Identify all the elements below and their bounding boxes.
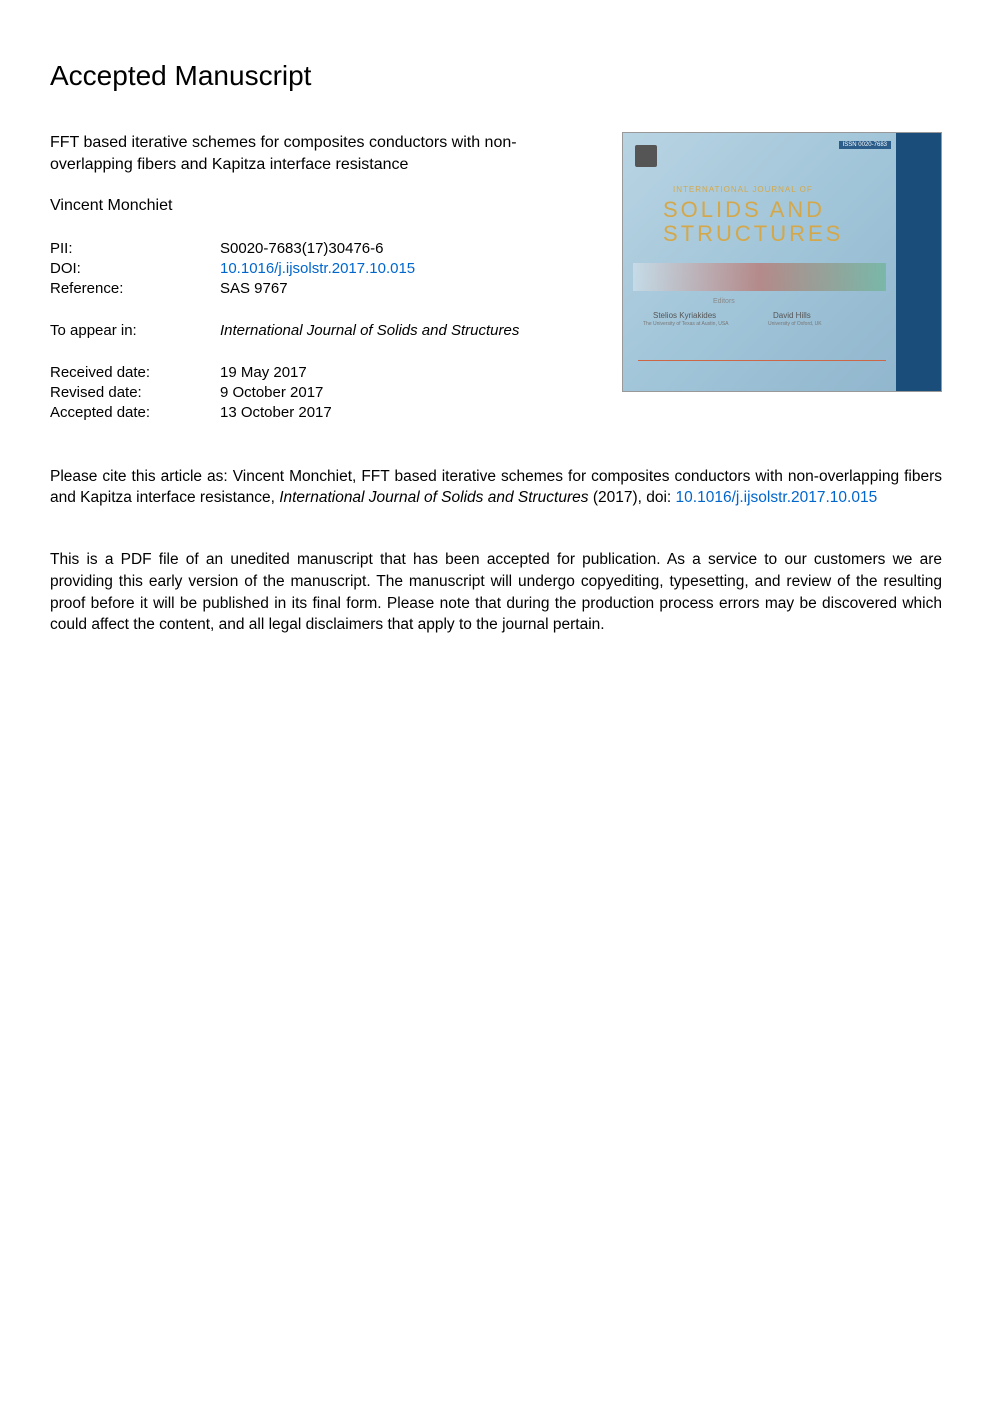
cover-issn: ISSN 0020-7683 (839, 141, 891, 149)
cover-divider (638, 360, 886, 361)
received-value: 19 May 2017 (220, 364, 592, 381)
citation-paragraph: Please cite this article as: Vincent Mon… (50, 466, 942, 509)
citation-doi-link[interactable]: 10.1016/j.ijsolstr.2017.10.015 (676, 489, 878, 506)
authors: Vincent Monchiet (50, 197, 592, 215)
cover-subtitle: INTERNATIONAL JOURNAL OF (673, 185, 813, 194)
cover-editor1-affiliation: The University of Texas at Austin, USA (643, 321, 729, 327)
cover-editors-label: Editors (713, 298, 735, 305)
reference-value: SAS 9767 (220, 280, 592, 297)
journal-cover: ISSN 0020-7683 INTERNATIONAL JOURNAL OF … (622, 132, 942, 392)
cover-title-line2: STRUCTURES (663, 221, 843, 247)
cover-sidebar (896, 133, 941, 391)
received-row: Received date: 19 May 2017 (50, 364, 592, 381)
accepted-value: 13 October 2017 (220, 404, 592, 421)
top-section: FFT based iterative schemes for composit… (50, 132, 942, 446)
disclaimer-paragraph: This is a PDF file of an unedited manusc… (50, 549, 942, 636)
citation-year: (2017), doi: (589, 489, 676, 506)
cover-graphic-band (633, 263, 886, 291)
section-heading: Accepted Manuscript (50, 60, 942, 92)
reference-label: Reference: (50, 280, 220, 297)
revised-value: 9 October 2017 (220, 384, 592, 401)
revised-row: Revised date: 9 October 2017 (50, 384, 592, 401)
appear-label: To appear in: (50, 322, 220, 339)
doi-label: DOI: (50, 260, 220, 277)
cover-editor2-name: David Hills (773, 311, 811, 320)
received-label: Received date: (50, 364, 220, 381)
dates-block: Received date: 19 May 2017 Revised date:… (50, 364, 592, 421)
cover-editor2-affiliation: University of Oxford, UK (768, 321, 822, 327)
reference-row: Reference: SAS 9767 (50, 280, 592, 297)
cover-editor1-name: Stelios Kyriakides (653, 311, 716, 320)
metadata-column: FFT based iterative schemes for composit… (50, 132, 592, 446)
revised-label: Revised date: (50, 384, 220, 401)
doi-link[interactable]: 10.1016/j.ijsolstr.2017.10.015 (220, 260, 592, 277)
article-title: FFT based iterative schemes for composit… (50, 132, 592, 177)
appear-journal: International Journal of Solids and Stru… (220, 322, 519, 339)
cover-title-line1: SOLIDS AND (663, 197, 825, 223)
cover-column: ISSN 0020-7683 INTERNATIONAL JOURNAL OF … (622, 132, 942, 446)
accepted-row: Accepted date: 13 October 2017 (50, 404, 592, 421)
appear-in-row: To appear in: International Journal of S… (50, 322, 592, 339)
pii-row: PII: S0020-7683(17)30476-6 (50, 240, 592, 257)
pii-value: S0020-7683(17)30476-6 (220, 240, 592, 257)
publisher-logo-icon (635, 145, 657, 167)
doi-row: DOI: 10.1016/j.ijsolstr.2017.10.015 (50, 260, 592, 277)
identifiers-block: PII: S0020-7683(17)30476-6 DOI: 10.1016/… (50, 240, 592, 297)
citation-journal: International Journal of Solids and Stru… (279, 489, 588, 506)
pii-label: PII: (50, 240, 220, 257)
accepted-label: Accepted date: (50, 404, 220, 421)
